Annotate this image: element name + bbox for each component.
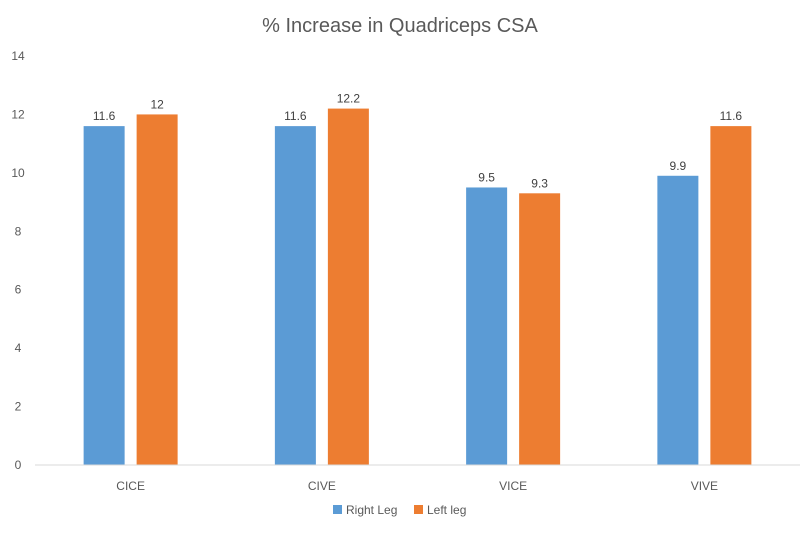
y-tick-label: 4 (15, 341, 22, 355)
x-category-label: CICE (116, 479, 145, 493)
x-category-label: VICE (499, 479, 527, 493)
x-axis-labels: CICE CIVE VICE VIVE (116, 479, 718, 493)
legend: Right Leg Left leg (333, 503, 466, 517)
bar-vive-series-2 (710, 126, 752, 465)
data-label: 12.2 (337, 92, 361, 106)
y-tick-label: 6 (15, 283, 22, 297)
bar-vice-series-1 (466, 187, 508, 465)
legend-swatch (414, 505, 423, 514)
legend-swatch (333, 505, 342, 514)
y-tick-label: 10 (11, 166, 25, 180)
y-tick-label: 2 (15, 400, 22, 414)
bar-vive-series-1 (657, 175, 699, 465)
data-label: 9.5 (478, 170, 495, 184)
x-category-label: VIVE (691, 479, 718, 493)
data-label: 9.9 (670, 159, 687, 173)
x-category-label: CIVE (308, 479, 336, 493)
data-label: 12 (150, 97, 164, 111)
legend-label: Right Leg (346, 503, 397, 517)
bar-cive-series-1 (274, 126, 316, 465)
plot-area: 11.6 12 11.6 12.2 9.5 9.3 9.9 11.6 (83, 92, 752, 466)
y-tick-label: 12 (11, 107, 25, 121)
y-tick-label: 0 (15, 458, 22, 472)
data-label: 11.6 (720, 109, 743, 123)
chart-title: % Increase in Quadriceps CSA (262, 15, 538, 37)
legend-label: Left leg (427, 503, 466, 517)
y-tick-label: 14 (11, 49, 25, 63)
bar-cive-series-2 (327, 108, 369, 465)
y-axis: 0 2 4 6 8 10 12 14 (11, 49, 25, 472)
bar-vice-series-2 (519, 193, 561, 466)
data-label: 9.3 (531, 176, 548, 190)
data-label: 11.6 (284, 109, 307, 123)
bar-cice-series-1 (83, 126, 125, 465)
data-label: 11.6 (93, 109, 116, 123)
y-tick-label: 8 (15, 224, 22, 238)
bar-cice-series-2 (136, 114, 178, 465)
